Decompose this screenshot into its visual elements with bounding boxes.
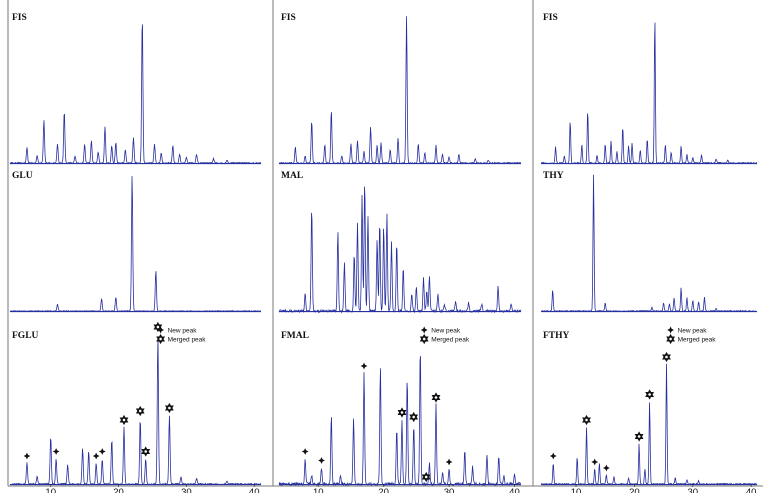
xrd-trace <box>278 186 522 314</box>
xrd-trace <box>540 174 758 313</box>
x-tick-label: 10 <box>313 487 324 493</box>
x-tick-label: 10 <box>571 487 582 493</box>
x-tick-label: 20 <box>113 487 124 493</box>
panel-fis-1: FIS <box>9 13 262 165</box>
new-peak-marker <box>667 326 675 334</box>
panel-fis-3: FIS <box>540 13 758 165</box>
merged-peak-marker <box>662 351 671 363</box>
new-peak-marker <box>157 326 165 334</box>
panel-title: FMAL <box>281 331 309 341</box>
new-peak-marker <box>92 452 100 460</box>
new-peak-marker <box>318 457 325 464</box>
merged-peak-marker <box>419 333 429 345</box>
merged-peak-marker <box>119 414 129 426</box>
x-tick-label: 40 <box>249 487 260 493</box>
new-peak-marker <box>445 458 453 466</box>
merged-peak-marker <box>634 431 644 442</box>
new-peak-marker <box>360 362 368 370</box>
merged-peak-marker <box>135 405 145 417</box>
legend-new-peak: New peak <box>168 328 198 335</box>
x-tick-label: 20 <box>629 487 640 493</box>
new-peak-marker <box>23 452 31 460</box>
panel-fthy: FTHY 10 20 30 40 New peak Merged peak <box>540 326 758 493</box>
panel-fis-2: FIS <box>278 13 522 165</box>
x-tick-label: 40 <box>746 487 757 493</box>
panel-thy: THY <box>540 171 758 313</box>
panel-title: MAL <box>281 171 303 181</box>
panel-glu: GLU <box>9 171 262 313</box>
merged-peak-marker <box>153 321 163 333</box>
merged-peak-marker <box>421 471 431 483</box>
merged-peak-marker <box>397 407 407 418</box>
legend-new-peak: New peak <box>678 328 708 335</box>
panel-title: FIS <box>543 13 558 23</box>
panel-mal: MAL <box>278 171 522 314</box>
panel-title: THY <box>543 171 564 181</box>
merged-peak-marker <box>431 392 441 403</box>
new-peak-marker <box>301 448 309 455</box>
x-tick-label: 10 <box>45 487 56 493</box>
legend-merged-peak: Merged peak <box>431 337 470 344</box>
new-peak-marker <box>98 448 106 455</box>
new-peak-marker <box>549 452 557 460</box>
legend-merged-peak: Merged peak <box>168 337 207 344</box>
new-peak-marker <box>602 464 610 472</box>
xrd-trace <box>9 24 262 165</box>
legend-new-peak: New peak <box>431 328 461 335</box>
new-peak-marker <box>52 448 60 455</box>
xrd-trace <box>9 336 262 486</box>
merged-peak-marker <box>582 414 591 426</box>
merged-peak-marker <box>409 411 419 423</box>
xrd-trace <box>540 22 758 165</box>
merged-peak-marker <box>141 446 151 457</box>
xrd-trace <box>9 176 262 312</box>
panel-title: FGLU <box>12 331 39 341</box>
x-tick-label: 40 <box>509 487 520 493</box>
x-tick-label: 30 <box>687 487 698 493</box>
legend-merged-peak: Merged peak <box>678 337 717 344</box>
merged-peak-marker <box>645 389 655 400</box>
merged-peak-marker <box>156 333 166 345</box>
merged-peak-marker <box>666 333 676 345</box>
xrd-trace <box>278 356 522 487</box>
panel-title: FTHY <box>543 331 570 341</box>
panel-title: FIS <box>281 13 296 23</box>
panel-fmal: FMAL 10 20 30 40 New peak Merged peak <box>278 326 522 493</box>
x-tick-label: 30 <box>444 487 455 493</box>
merged-peak-marker <box>164 402 174 414</box>
panel-fglu: FGLU 10 20 30 40 New peak Merged peak <box>9 321 262 493</box>
xrd-trace <box>278 16 522 165</box>
new-peak-marker <box>420 326 428 334</box>
panel-title: FIS <box>12 13 27 23</box>
x-tick-label: 30 <box>181 487 192 493</box>
new-peak-marker <box>591 458 599 466</box>
xrd-trace <box>540 363 758 486</box>
panel-title: GLU <box>12 171 33 181</box>
x-tick-label: 20 <box>378 487 389 493</box>
